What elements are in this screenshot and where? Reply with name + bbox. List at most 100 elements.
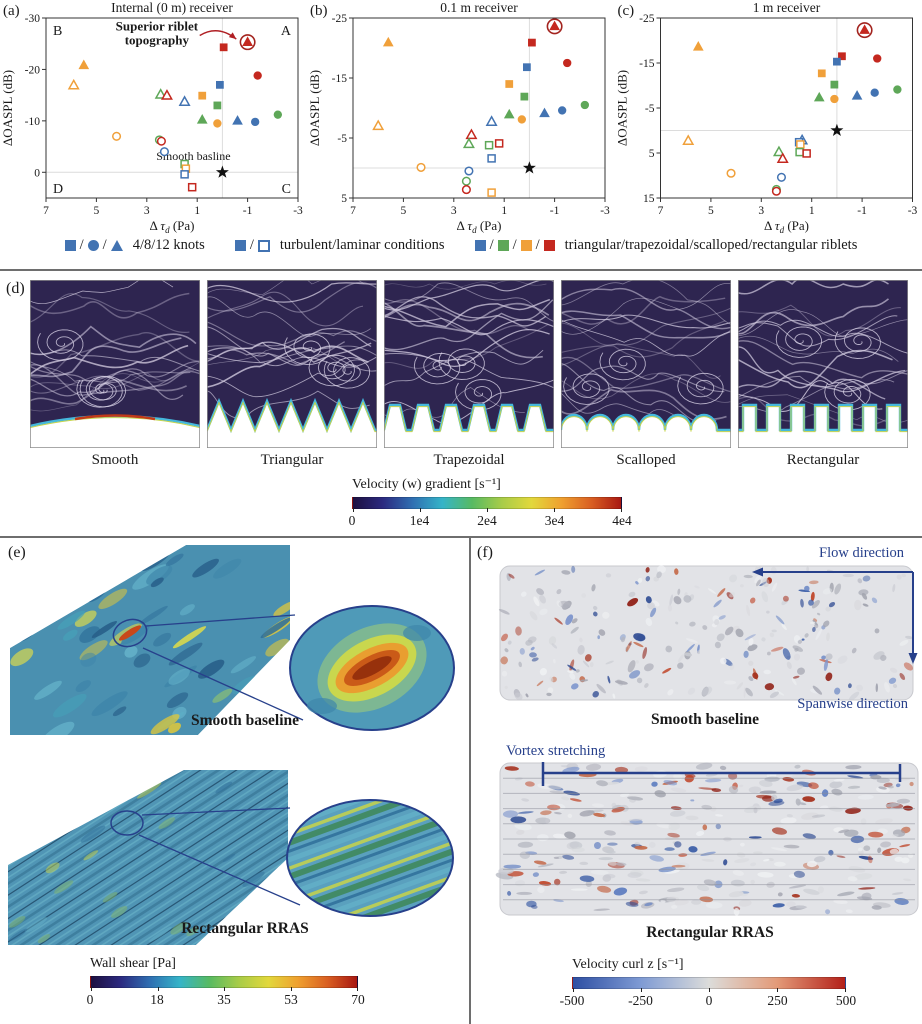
corner-label-tl: B (53, 24, 62, 39)
legend-separator: / (102, 237, 107, 253)
legend-separator: / (249, 237, 254, 253)
marker-star (522, 161, 536, 174)
y-tick-label: -5 (337, 133, 347, 145)
divider-vertical (469, 538, 471, 1024)
colorbar-tick-label: 18 (150, 992, 164, 1007)
y-tick-label: -30 (25, 13, 41, 25)
marker-triangle (154, 88, 167, 99)
y-tick-label: -15 (639, 58, 655, 70)
colorbar-tick-label: 1e4 (409, 513, 430, 528)
y-tick-label: -5 (645, 103, 655, 115)
marker-square (487, 154, 496, 163)
surface-rim-lime (738, 406, 908, 433)
y-tick-label: -25 (332, 13, 348, 25)
colorbar-tick-mark (554, 508, 555, 512)
colorbar-tick-mark (709, 988, 710, 992)
colorbar-tick-mark (290, 987, 292, 991)
marker-circle (870, 88, 879, 97)
colorbar-tick-label: -250 (628, 993, 653, 1008)
streamlines (200, 274, 397, 419)
panel-label: (b) (310, 3, 328, 19)
marker-star (215, 165, 229, 178)
marker-triangle (196, 114, 208, 124)
marker-circle (273, 110, 283, 119)
colorbar-tick-mark (357, 987, 358, 991)
marker-triangle (859, 24, 870, 34)
annotation: Smooth basline (156, 149, 230, 163)
chart-title: 0.1 m receiver (440, 0, 518, 15)
colorbar-tick-label: 4e4 (612, 513, 632, 528)
legend-label: turbulent/laminar conditions (279, 237, 445, 253)
panel-label: (a) (3, 3, 20, 19)
y-tick-label: -15 (332, 73, 348, 85)
y-tick-label: 5 (649, 148, 655, 160)
highlight-ring (546, 18, 563, 35)
colorbar-tick-mark (845, 988, 846, 992)
colorbar-tick-mark (487, 508, 488, 512)
legend-sq-red-filled-icon (543, 240, 555, 251)
colorbar-tick-mark (777, 988, 778, 992)
legend-label: 4/8/12 knots (132, 237, 205, 253)
marker-triangle (160, 89, 173, 100)
marker-circle (776, 172, 787, 182)
legend-sq-orange-filled-icon (520, 240, 532, 251)
colorbar-tick-label: 500 (835, 993, 857, 1008)
legend-group-1: / turbulent/laminar conditions (234, 237, 445, 254)
vortex-panel (495, 565, 919, 916)
spanwise-direction-note: Spanwise direction (797, 696, 908, 712)
x-axis-label: Δ τd (Pa) (457, 218, 502, 234)
marker-triangle (178, 95, 191, 106)
colorbar-title: Wall shear [Pa] (90, 956, 176, 971)
flow-direction-note: Flow direction (819, 545, 904, 561)
x-tick-label: 3 (144, 205, 150, 217)
colorbar-tick-mark (224, 987, 225, 991)
marker-triangle (772, 145, 785, 157)
marker-triangle (242, 36, 253, 46)
panel-label: (c) (618, 3, 635, 19)
colorbar-tick-label: 35 (217, 992, 231, 1007)
tile-label-scalloped: Scalloped (616, 452, 676, 468)
spanwise-arrowhead (908, 653, 918, 664)
colorbar-tick-mark (157, 987, 159, 991)
legend-group-2: / / / triangular/trapezoidal/scalloped/rect… (474, 237, 857, 254)
x-tick-label: -1 (243, 205, 253, 217)
marker-square (523, 63, 531, 72)
annotation-arrowhead (228, 32, 237, 40)
marker-triangle (813, 91, 825, 102)
flow-visualization-row (23, 274, 922, 449)
marker-triangle (382, 36, 394, 47)
colorbar-tick-label: 2e4 (477, 513, 497, 528)
colorbar-tick-label: 0 (705, 993, 713, 1008)
zoom-connector (142, 647, 304, 721)
y-axis-label: ΔOASPL (dB) (0, 70, 15, 146)
marker-triangle (549, 20, 560, 31)
divider-horizontal-top (0, 269, 922, 271)
x-axis-label: Δ τd (Pa) (150, 218, 195, 234)
colorbar-tick-mark (420, 508, 421, 512)
marker-square (219, 43, 228, 52)
legend-sq-blue-open-icon (257, 239, 270, 252)
flow-tile-smooth (23, 275, 204, 449)
marker-circle (726, 168, 736, 178)
colorbar-tick-mark (353, 508, 354, 512)
y-tick-label: -25 (639, 13, 655, 25)
colorbar-title: Velocity curl z [s⁻¹] (572, 957, 684, 972)
y-tick-label: 5 (341, 193, 347, 205)
surface-rim-cyan (205, 397, 377, 434)
x-tick-label: 1 (194, 205, 200, 217)
marker-circle (213, 119, 222, 128)
x-tick-label: 5 (94, 205, 100, 217)
marker-circle (563, 58, 572, 68)
legend-separator: / (79, 237, 84, 253)
surface-rim-lime (29, 417, 201, 429)
flow-arrowhead (752, 567, 763, 577)
colorbar-tick-label: -500 (559, 993, 585, 1008)
marker-circle (250, 117, 260, 127)
marker-triangle (776, 152, 789, 163)
x-tick-label: 7 (658, 205, 664, 217)
riblet-surface (30, 416, 200, 448)
colorbar-velocity-gradient: Velocity (w) gradient [s⁻¹] 0 1e4 2e4 3e4 4e… (349, 476, 632, 529)
riblet-surface (738, 405, 908, 448)
high-shear-streak (118, 625, 142, 641)
